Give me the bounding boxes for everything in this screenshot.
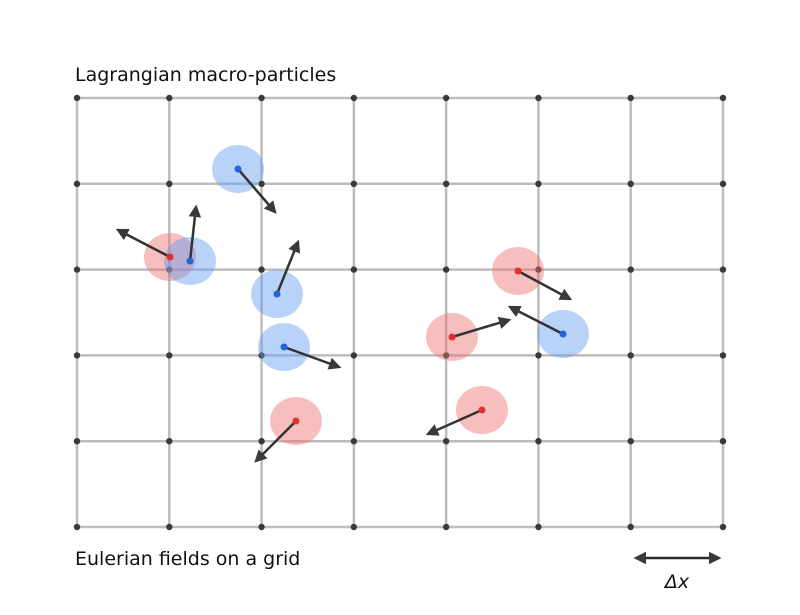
grid-node: [535, 94, 542, 102]
grid-node: [166, 438, 173, 445]
grid-node: [350, 266, 358, 273]
grid-node: [535, 523, 542, 531]
grid-node: [73, 438, 81, 445]
grid-node: [350, 438, 358, 445]
grid-node: [166, 352, 173, 359]
velocity-arrow: [517, 269, 573, 301]
grid-node: [166, 94, 173, 102]
particle-center: [292, 417, 300, 425]
velocity-arrow: [507, 305, 564, 336]
grid-node: [73, 266, 81, 273]
grid-node: [442, 266, 450, 273]
particle-center: [166, 253, 174, 261]
grid-node: [350, 94, 358, 102]
grid-node: [719, 523, 727, 531]
grid-node: [627, 94, 634, 102]
velocity-arrow: [237, 168, 277, 214]
velocity-arrow: [188, 204, 202, 262]
grid-node: [73, 523, 81, 531]
velocity-arrow: [275, 239, 301, 295]
grid-node: [442, 438, 450, 445]
velocity-arrow: [425, 408, 483, 436]
particle-center: [478, 406, 486, 414]
grid-node: [719, 94, 727, 102]
grid-node: [719, 266, 727, 273]
grid-node: [73, 180, 81, 187]
grid-node: [719, 438, 727, 445]
grid-node: [442, 180, 450, 187]
grid-node: [258, 266, 265, 273]
grid-node: [258, 523, 265, 531]
grid-node: [258, 94, 265, 102]
grid-node: [442, 94, 450, 102]
grid-node: [719, 180, 727, 187]
velocity-arrow: [283, 345, 342, 370]
particles: [115, 145, 589, 463]
particle-center: [186, 257, 194, 265]
grid-node: [627, 438, 634, 445]
grid-node: [535, 352, 542, 359]
caption: Eulerian fields on a grid: [75, 548, 300, 570]
velocity-arrow: [115, 228, 171, 259]
grid-node: [258, 438, 265, 445]
title: Lagrangian macro-particles: [75, 64, 336, 86]
grid-node: [350, 352, 358, 359]
scale-label: Δx: [663, 571, 690, 593]
grid-node: [166, 266, 173, 273]
grid-node: [535, 180, 542, 187]
grid-node: [258, 352, 265, 359]
grid-node: [627, 352, 634, 359]
grid-node: [258, 180, 265, 187]
particle-center: [514, 267, 522, 275]
particle-center: [559, 330, 567, 338]
particle-center: [273, 290, 281, 298]
velocity-arrow: [254, 420, 297, 463]
grid-node: [442, 352, 450, 359]
particle-center: [234, 165, 242, 173]
grid-node: [166, 523, 173, 531]
grid-node: [166, 180, 173, 187]
grid-node: [535, 266, 542, 273]
grid-node: [535, 438, 542, 445]
grid-node: [719, 352, 727, 359]
grid: [73, 94, 727, 531]
grid-node: [350, 180, 358, 187]
particle-center: [448, 333, 456, 341]
grid-node: [627, 523, 634, 531]
grid-node: [73, 94, 81, 102]
grid-node: [627, 266, 634, 273]
particle-center: [280, 343, 288, 351]
grid-node: [627, 180, 634, 187]
velocity-arrow: [451, 316, 512, 339]
grid-node: [442, 523, 450, 531]
grid-node: [350, 523, 358, 531]
grid-node: [73, 352, 81, 359]
